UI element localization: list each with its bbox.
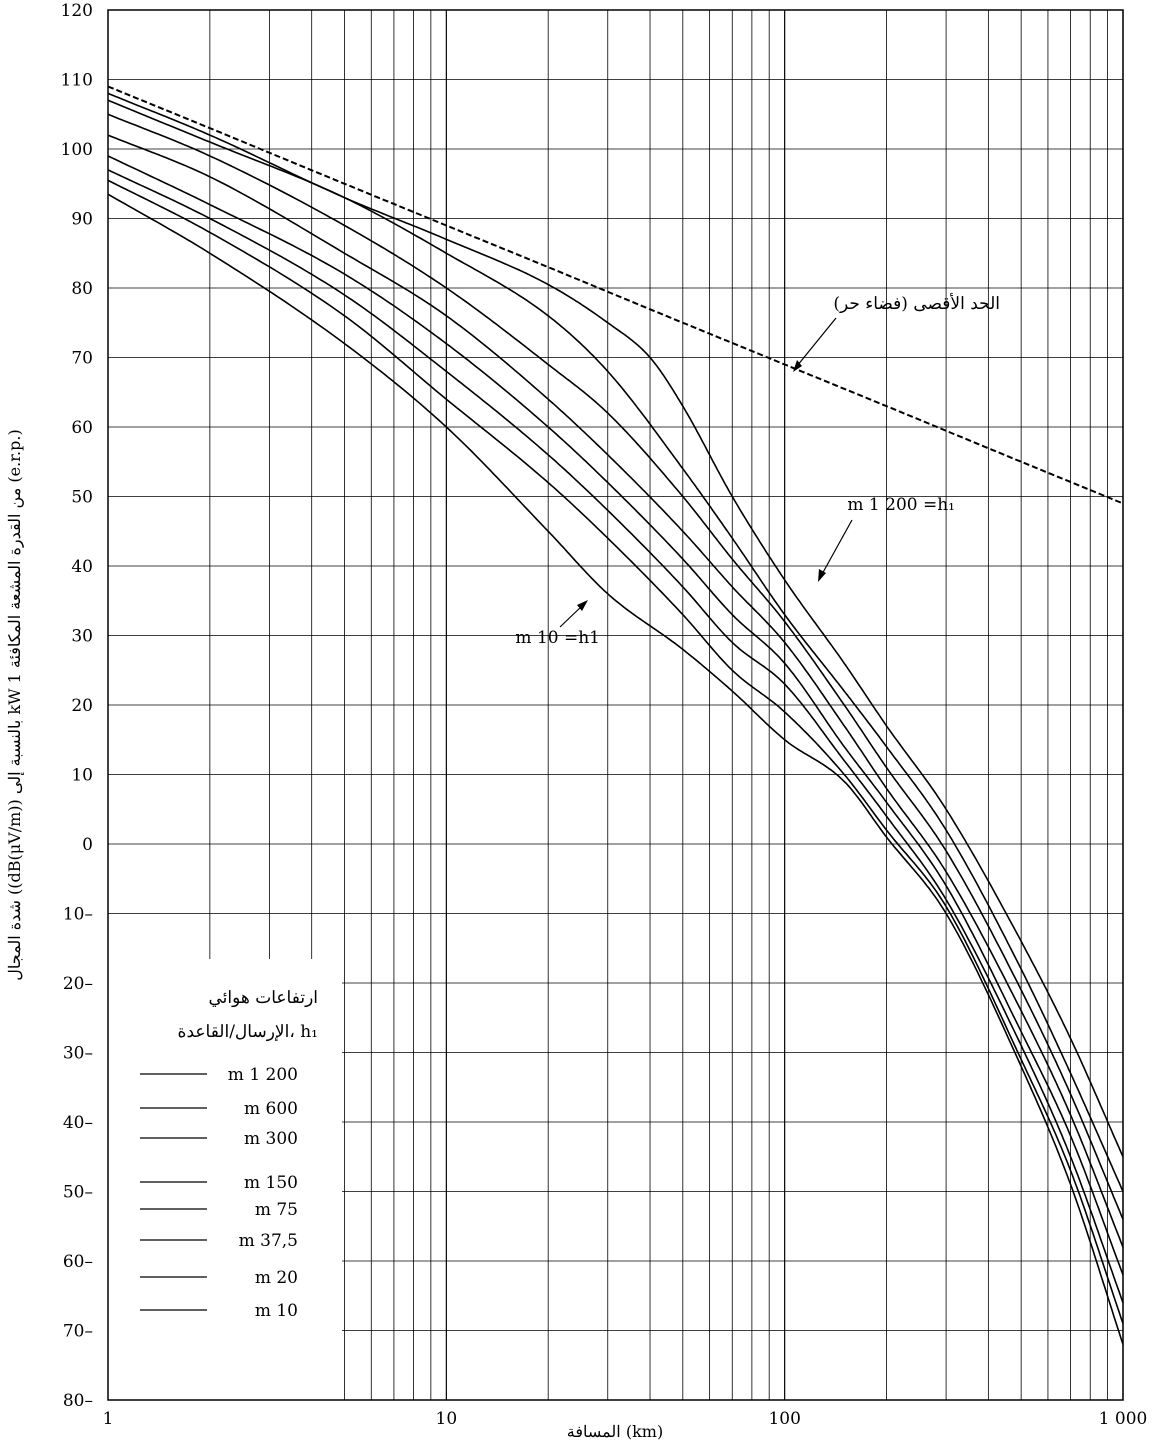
y-axis-label: شدة المجال ((dB(μV/m)) بالنسبة إلى kW 1 …: [5, 429, 24, 980]
h1200-arrowhead: [818, 569, 826, 582]
y-tick-label: 50–: [63, 1183, 93, 1203]
legend-entry-label: m 37,5: [239, 1231, 298, 1251]
y-tick-label: 60: [71, 418, 93, 438]
legend-entry-label: m 600: [244, 1099, 298, 1119]
y-tick-label: 20: [71, 696, 93, 716]
y-tick-label: 10: [71, 766, 93, 786]
curve-series-1: [107, 92, 1124, 1158]
legend-entry-label: m 75: [255, 1200, 298, 1220]
y-tick-label: 80–: [63, 1391, 93, 1411]
y-tick-label: 30–: [63, 1044, 93, 1064]
y-tick-label: 80: [71, 279, 93, 299]
x-tick-label: 10: [436, 1409, 458, 1429]
legend-entry-label: m 20: [255, 1268, 298, 1288]
y-tick-label: 0: [82, 835, 93, 855]
y-tick-label: 60–: [63, 1252, 93, 1272]
legend-title-line1: ارتفاعات هوائي: [208, 988, 318, 1008]
y-tick-label: 120: [61, 1, 93, 21]
x-axis-label: المسافة (km): [567, 1422, 663, 1441]
h10-arrowhead: [577, 600, 588, 611]
x-tick-labels: 1 10 100 1 000: [103, 1409, 1148, 1429]
curve-series-2: [107, 99, 1124, 1192]
y-tick-label: 100: [61, 140, 93, 160]
curve-series-4: [107, 134, 1124, 1248]
y-tick-labels: 120110100908070605040302010010–20–30–40–…: [61, 1, 93, 1411]
curve-series-6: [107, 169, 1124, 1303]
legend-entry-label: m 300: [244, 1129, 298, 1149]
legend-entry-label: m 10: [255, 1301, 298, 1321]
h1200-label: m 1 200 =h₁: [847, 495, 955, 515]
legend-title-line2: الإرسال/القاعدة، h₁: [178, 1022, 318, 1042]
x-tick-label: 100: [768, 1409, 800, 1429]
y-tick-label: 20–: [63, 974, 93, 994]
curve-series-7: [107, 179, 1124, 1324]
legend-entry-label: m 150: [244, 1173, 298, 1193]
legend-entries: m 1 200 m 600 m 300 m 150 m 75 m 37,5 m 20 m 10: [140, 1065, 298, 1321]
curve-series-3: [107, 113, 1124, 1220]
legend-box: [108, 959, 342, 1400]
y-tick-label: 30: [71, 627, 93, 647]
curve-series-8: [107, 193, 1124, 1345]
x-tick-label: 1: [103, 1409, 114, 1429]
y-tick-label: 110: [61, 71, 93, 91]
free-space-arrow: [796, 317, 837, 367]
x-tick-label: 1 000: [1099, 1409, 1148, 1429]
y-tick-label: 70–: [63, 1322, 93, 1342]
y-tick-label: 10–: [63, 905, 93, 925]
y-tick-label: 70: [71, 349, 93, 369]
curve-series-5: [107, 155, 1124, 1276]
curves: [107, 85, 1124, 1345]
y-tick-label: 40–: [63, 1113, 93, 1133]
legend-entry-label: m 1 200: [228, 1065, 298, 1085]
y-tick-label: 90: [71, 210, 93, 230]
y-tick-label: 40: [71, 557, 93, 577]
h10-arrow: [559, 604, 584, 628]
h10-label: m 10 =h1: [515, 628, 600, 648]
y-tick-label: 50: [71, 488, 93, 508]
plot-frame: [107, 9, 1124, 1401]
free-space-arrowhead: [793, 360, 802, 372]
free-space-curve: [107, 85, 1124, 505]
h1200-arrow: [820, 519, 853, 577]
free-space-label: الحد الأقصى (فضاء حر): [833, 293, 1000, 314]
